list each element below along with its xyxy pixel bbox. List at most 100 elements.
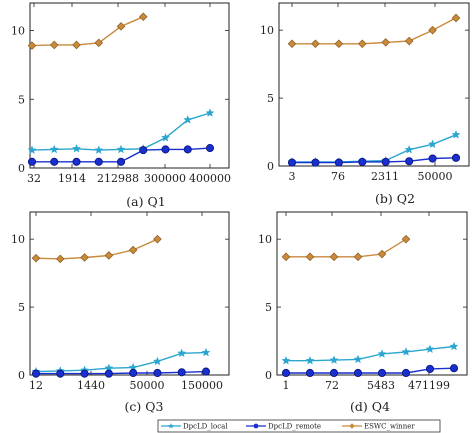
data-point-star [71, 143, 82, 153]
data-point-circle [311, 158, 320, 167]
plot-frame [29, 2, 230, 169]
legend-entry-remote: DpcLD_remote [246, 423, 321, 431]
plot-frame [278, 2, 470, 167]
data-point-diamond [49, 40, 59, 50]
legend-label-local: DpcLD_local [183, 423, 228, 431]
legend-marker-diamond-icon [349, 423, 355, 429]
data-point-circle [405, 157, 414, 166]
data-point-circle [116, 157, 126, 166]
data-point-circle [428, 154, 437, 163]
y-tick-label: 0 [18, 369, 25, 382]
plot-frame [276, 211, 468, 376]
data-point-circle [201, 367, 211, 376]
data-point-star [183, 115, 193, 124]
series-line-dpcld-remote [36, 370, 207, 375]
data-point-star [449, 341, 459, 351]
data-point-star [201, 347, 211, 357]
data-point-diamond [128, 245, 138, 255]
data-point-circle [50, 157, 59, 166]
x-tick-label: 50000 [130, 379, 165, 392]
legend-marker-star-icon [168, 423, 174, 429]
data-point-diamond [281, 252, 291, 262]
data-point-diamond [377, 249, 387, 259]
x-tick-label: 32 [27, 172, 41, 185]
data-point-diamond [357, 39, 367, 49]
data-point-star [425, 344, 435, 354]
data-point-diamond [353, 252, 363, 262]
legend-label-winner: ESWC_winner [364, 423, 415, 431]
data-point-star [27, 145, 37, 154]
x-tick-label: 212988 [97, 172, 139, 185]
y-tick-label: 5 [265, 301, 272, 314]
data-point-diamond [334, 39, 344, 49]
data-point-circle [401, 368, 411, 378]
y-tick-label: 0 [265, 369, 272, 382]
chart-panel-3: 0 5 10 12 1440 50000 150000 [11, 211, 230, 392]
legend: DpcLD_local DpcLD_remote ESWC_winner [157, 419, 441, 433]
x-tick-label: 5483 [367, 379, 395, 392]
data-point-circle [139, 146, 148, 155]
data-point-star [177, 348, 187, 358]
data-point-diamond [94, 38, 104, 48]
data-point-circle [56, 369, 65, 378]
data-point-star [451, 130, 461, 139]
data-point-circle [94, 157, 103, 166]
data-point-star [205, 108, 215, 117]
data-point-diamond [451, 13, 461, 23]
x-tick-label: 1 [283, 379, 290, 392]
data-point-diamond [381, 38, 391, 47]
legend-label-remote: DpcLD_remote [268, 423, 321, 431]
x-tick-label: 3 [289, 170, 296, 183]
data-point-diamond [404, 36, 414, 46]
data-point-diamond [329, 252, 339, 262]
data-point-diamond [55, 254, 65, 264]
y-tick-label: 10 [11, 233, 25, 246]
data-point-star [49, 144, 59, 154]
data-point-circle [129, 368, 138, 378]
data-point-circle [281, 368, 291, 378]
data-point-circle [449, 364, 459, 373]
data-point-circle [287, 158, 297, 167]
data-point-circle [205, 144, 215, 153]
data-point-diamond [428, 25, 437, 35]
data-point-star [401, 347, 411, 356]
legend-marker [349, 423, 355, 429]
data-point-star [94, 145, 104, 154]
y-tick-label: 10 [11, 25, 25, 38]
data-point-diamond [116, 22, 126, 31]
data-point-circle [329, 368, 339, 378]
data-point-diamond [311, 39, 320, 49]
y-tick-label: 10 [258, 233, 272, 246]
x-tick-label: 2311 [371, 170, 399, 183]
legend-marker [253, 423, 259, 429]
data-point-diamond [27, 41, 37, 50]
caption-q1: (a) Q1 [126, 194, 165, 209]
data-point-star [281, 355, 291, 365]
y-tick-label: 0 [18, 162, 25, 175]
data-point-star [160, 132, 171, 142]
data-point-diamond [305, 252, 315, 262]
data-point-diamond [153, 234, 162, 244]
data-point-star [305, 355, 315, 365]
x-tick-label: 1914 [58, 172, 86, 185]
data-point-circle [451, 153, 461, 162]
data-point-star [353, 354, 363, 364]
data-point-circle [72, 157, 81, 166]
data-point-star [377, 349, 387, 358]
data-point-circle [27, 157, 37, 166]
x-tick-label: 471199 [408, 379, 450, 392]
series-line-dpcld-local [35, 351, 207, 373]
legend-box [157, 419, 441, 433]
series-line-eswc-winner [35, 238, 158, 260]
data-point-circle [104, 369, 113, 378]
plot-frame [29, 211, 230, 376]
data-point-diamond [80, 253, 89, 262]
data-point-diamond [401, 234, 411, 244]
data-point-circle [425, 364, 435, 373]
chart-panel-2: 0 5 10 3 76 2311 50000 [260, 2, 470, 183]
data-point-circle [381, 157, 390, 166]
data-point-circle [31, 369, 41, 378]
data-point-circle [153, 368, 162, 378]
y-tick-label: 5 [267, 92, 274, 105]
